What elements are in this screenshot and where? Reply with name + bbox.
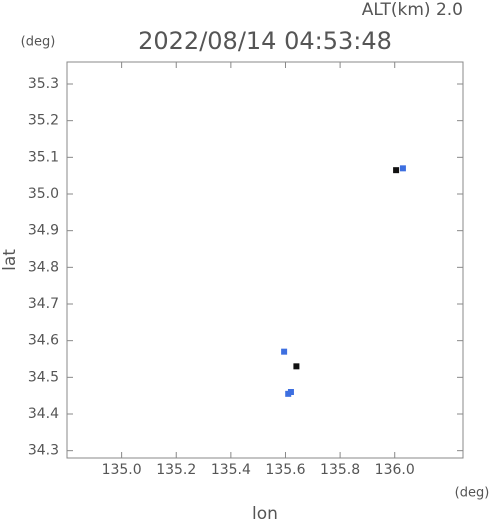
y-tick-label: 34.9 <box>28 223 59 239</box>
point <box>293 363 300 370</box>
x-tick-label: 135.4 <box>211 462 251 478</box>
y-tick-label: 34.4 <box>28 406 59 422</box>
plot-frame <box>66 61 464 459</box>
x-tick-label: 136.0 <box>375 462 415 478</box>
chart-subtitle: ALT(km) 2.0 <box>362 0 463 20</box>
point <box>399 165 406 172</box>
x-tick-label: 135.8 <box>320 462 360 478</box>
point <box>281 348 288 355</box>
y-tick-label: 35.3 <box>28 76 59 92</box>
point <box>287 389 294 395</box>
y-tick-label: 35.2 <box>28 113 59 129</box>
y-tick-label: 34.5 <box>28 369 59 385</box>
y-tick-label: 34.6 <box>28 333 59 349</box>
y-unit: (deg) <box>21 35 56 50</box>
chart-title: 2022/08/14 04:53:48 <box>138 27 392 55</box>
point <box>393 167 400 174</box>
y-tick-label: 35.1 <box>28 149 59 165</box>
y-tick-label: 34.3 <box>28 443 59 459</box>
x-unit: (deg) <box>455 486 490 501</box>
x-tick-label: 135.6 <box>265 462 305 478</box>
y-tick-label: 34.8 <box>28 259 59 275</box>
x-axis-label: lon <box>252 504 278 521</box>
y-tick-label: 34.7 <box>28 296 59 312</box>
x-tick-label: 135.2 <box>156 462 196 478</box>
x-tick-label: 135.0 <box>102 462 142 478</box>
y-axis-label: lat <box>0 249 20 271</box>
y-tick-label: 35.0 <box>28 186 59 202</box>
